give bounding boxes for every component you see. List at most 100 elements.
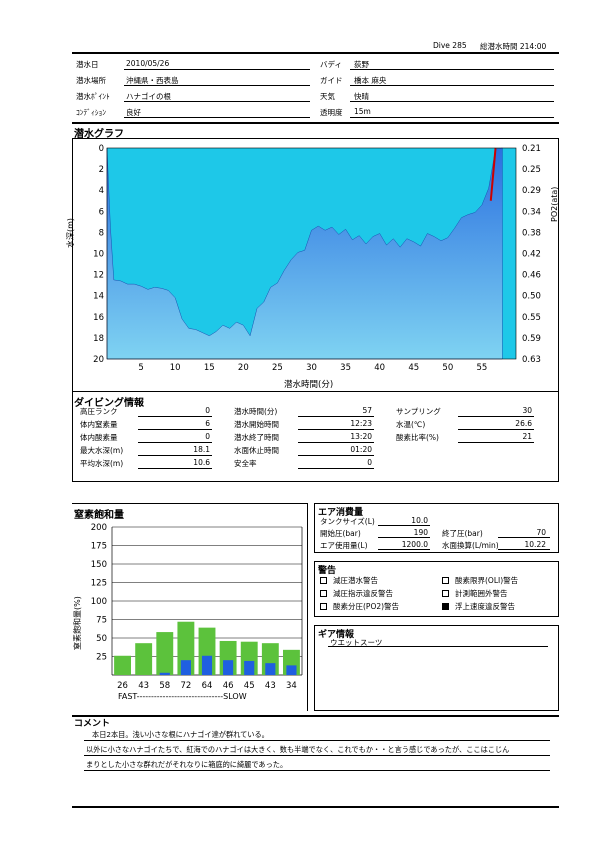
guide-label: ガイド — [320, 76, 343, 85]
surface-rate-value: 10.22 — [524, 540, 546, 549]
nitrogen-x-ticks: 26 43 58 72 64 46 45 43 34 — [117, 681, 297, 691]
y-tick-label: 18 — [93, 334, 104, 344]
checked-box-icon — [442, 603, 449, 610]
header-rule — [72, 52, 559, 54]
y-tick-label: 150 — [91, 560, 107, 570]
x-tick-label: 20 — [238, 363, 249, 373]
warning-item: 酸素分圧(PO2)警告 — [320, 601, 399, 612]
nitrogen-axis-label: 窒素飽和量(%) — [73, 596, 82, 650]
warning-label: 減圧指示違反警告 — [333, 589, 393, 598]
checkbox-icon — [442, 590, 449, 597]
dive-info-underline — [298, 416, 374, 417]
dive-graph-frame — [72, 138, 559, 392]
y-tick-label: 50 — [96, 634, 107, 644]
y-tick-label: 75 — [96, 616, 107, 626]
plot-border — [106, 147, 517, 360]
air-used-label: エア使用量(L) — [320, 541, 368, 550]
y-tick-label: 2 — [99, 165, 104, 175]
y2-tick-label: 0.59 — [522, 334, 541, 344]
nitrogen-frame — [72, 503, 308, 711]
dive-info-frame — [72, 392, 559, 482]
category-label: 45 — [244, 681, 255, 691]
guide-value: 橋本 麻央 — [354, 76, 387, 85]
x-tick-label: 50 — [442, 363, 453, 373]
point-underline — [124, 101, 310, 102]
condition-label: ｺﾝﾃﾞｨｼｮﾝ — [76, 108, 106, 117]
warning-label: 酸素限界(OLI)警告 — [455, 576, 519, 585]
oxygen-bar — [159, 672, 170, 675]
warning-item: 減圧指示違反警告 — [320, 588, 393, 599]
tank-underline — [378, 525, 430, 526]
buddy-value: 荻野 — [354, 60, 369, 69]
dive-info-label: 水面休止時間 — [234, 446, 279, 455]
place-underline — [124, 85, 310, 86]
dive-info-label: 体内酸素量 — [80, 433, 118, 442]
date-value: 2010/05/26 — [126, 59, 170, 68]
air-used-underline — [378, 549, 430, 550]
y2-tick-label: 0.50 — [522, 292, 541, 302]
category-label: 46 — [223, 681, 234, 691]
oxygen-bar — [201, 655, 213, 675]
footer-rule — [72, 806, 559, 808]
end-pressure-label: 終了圧(bar) — [442, 529, 483, 538]
oxygen-bar — [244, 660, 255, 675]
y-tick-label: 0 — [99, 144, 104, 154]
visibility-value: 15m — [354, 107, 371, 116]
y-tick-labels: 0 2 4 6 8 10 12 14 16 18 20 — [93, 144, 104, 365]
y2-tick-labels: 0.21 0.25 0.29 0.34 0.38 0.42 0.46 0.50 0.55 0.59… — [522, 144, 541, 365]
dive-info-underline — [138, 455, 212, 456]
y2-tick-label: 0.38 — [522, 228, 541, 238]
dive-info-label: 酸素比率(%) — [396, 433, 439, 442]
y-tick-label: 14 — [93, 292, 104, 302]
buddy-label: バディ — [320, 60, 342, 69]
y2-tick-label: 0.34 — [522, 207, 541, 217]
y-tick-label: 6 — [99, 207, 104, 217]
warning-label: 酸素分圧(PO2)警告 — [333, 602, 400, 611]
warning-label: 減圧潜水警告 — [333, 576, 378, 585]
tank-size-value: 10.0 — [411, 516, 428, 525]
y-tick-label: 100 — [91, 597, 107, 607]
depth-axis-label: 水深(m) — [66, 217, 75, 248]
end-pressure-underline — [498, 537, 550, 538]
dive-info-underline — [298, 429, 374, 430]
x-tick-label: 55 — [477, 363, 488, 373]
y-tick-label: 10 — [93, 250, 104, 260]
y-tick-label: 25 — [96, 653, 107, 663]
surface-rate-label: 水面換算(L/min) — [442, 541, 499, 550]
comment-underline — [84, 740, 550, 741]
date-underline — [124, 69, 310, 70]
comment-rule — [72, 715, 559, 717]
category-label: 26 — [117, 681, 128, 691]
dive-info-value: 01:20 — [350, 445, 372, 454]
comment-underline — [84, 770, 550, 771]
nitrogen-bars — [114, 621, 300, 675]
oxygen-bar — [286, 665, 297, 675]
gear-title: ギア情報 — [318, 630, 355, 640]
y-tick-label: 12 — [93, 271, 104, 281]
x-tick-label: 30 — [306, 363, 317, 373]
start-pressure-value: 190 — [413, 528, 428, 537]
x-tick-label: 40 — [374, 363, 385, 373]
checkbox-icon — [320, 603, 327, 610]
dive-info-underline — [138, 416, 212, 417]
category-label: 72 — [180, 681, 191, 691]
saturation-bar — [135, 643, 153, 675]
dive-info-value: 21 — [522, 432, 532, 441]
dive-info-label: 平均水深(m) — [80, 459, 124, 468]
dive-info-label: サンプリング — [396, 407, 441, 416]
tank-size-label: タンクサイズ(L) — [320, 517, 375, 526]
dive-info-value: 0 — [367, 458, 372, 467]
gear-frame — [314, 625, 559, 711]
dive-info-value: 26.6 — [515, 419, 532, 428]
weather-label: 天気 — [320, 92, 335, 101]
category-label: 43 — [138, 681, 149, 691]
dive-info-underline — [458, 442, 534, 443]
x-tick-label: 10 — [170, 363, 181, 373]
y2-tick-label: 0.29 — [522, 186, 541, 196]
category-label: 34 — [286, 681, 297, 691]
start-pressure-underline — [378, 537, 430, 538]
air-used-value: 1200.0 — [401, 540, 428, 549]
buddy-underline — [350, 69, 554, 70]
depth-area-layer — [106, 147, 503, 360]
date-label: 潜水日 — [76, 60, 99, 69]
